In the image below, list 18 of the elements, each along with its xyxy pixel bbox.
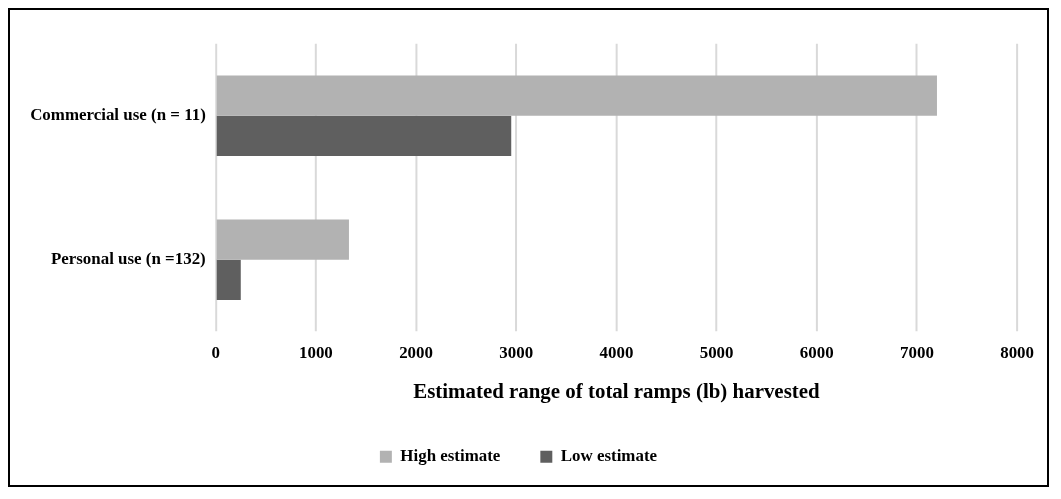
bar <box>216 259 241 301</box>
bar <box>216 219 349 260</box>
x-tick-label: 1000 <box>298 343 333 363</box>
x-tick-label: 8000 <box>1000 343 1035 363</box>
y-tick-label: Personal use (n =132) <box>50 249 206 269</box>
x-tick-label: 5000 <box>699 343 734 363</box>
x-tick-label: 2000 <box>399 343 433 363</box>
x-tick-label: 4000 <box>599 343 634 363</box>
x-tick-label: 7000 <box>900 343 934 363</box>
x-axis-title: Estimated range of total ramps (lb) harvested <box>413 378 821 403</box>
x-tick-label: 0 <box>211 343 220 363</box>
legend-label: High estimate <box>400 446 501 466</box>
legend-label: Low estimate <box>560 446 658 466</box>
x-tick-label: 6000 <box>799 343 834 363</box>
x-tick-label: 3000 <box>499 343 534 363</box>
y-tick-label: Commercial use (n = 11) <box>30 105 206 125</box>
bar <box>216 75 937 116</box>
bar <box>216 115 512 157</box>
